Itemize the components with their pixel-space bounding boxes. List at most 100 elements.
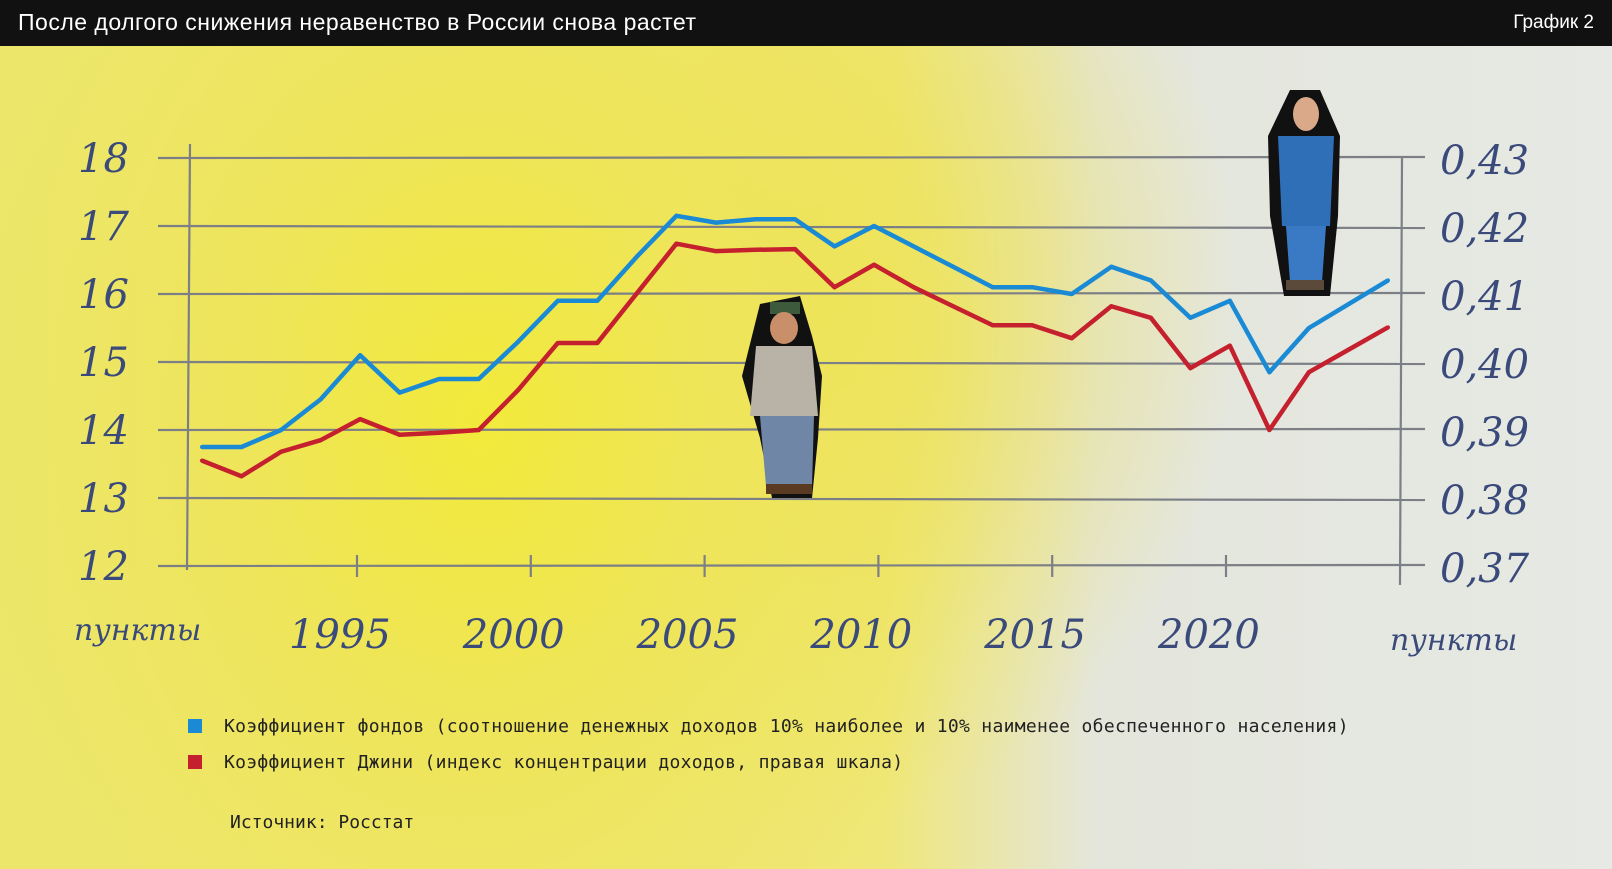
y-left-tick-label: 16 [78, 272, 129, 318]
y-left-tick-label: 18 [78, 136, 129, 182]
data-point [1306, 326, 1311, 330]
data-point [753, 247, 758, 252]
x-tick-label: 2005 [636, 612, 739, 658]
data-point [990, 285, 995, 290]
data-point [872, 262, 877, 267]
y-right-tick-label: 0,43 [1440, 138, 1529, 184]
source-note: Источник: Росстат [230, 812, 415, 833]
y-left-tick-label: 17 [78, 204, 129, 250]
data-point [318, 438, 323, 443]
gridline [157, 563, 1426, 568]
data-point [832, 285, 837, 290]
data-point [674, 213, 679, 218]
data-point [437, 430, 442, 435]
data-point [1306, 370, 1311, 375]
data-point [1030, 285, 1035, 290]
y-right-tick-label: 0,42 [1440, 206, 1529, 252]
legend-label: Коэффициент фондов (соотношение денежных… [224, 716, 1349, 737]
chart-title: После долгого снижения неравенство в Рос… [18, 9, 697, 35]
data-point [555, 340, 560, 345]
data-point [1386, 278, 1390, 283]
data-point [951, 304, 956, 309]
data-point [200, 458, 204, 463]
y-left-tick-label: 12 [78, 544, 129, 590]
y-left-tick-label: 13 [78, 476, 129, 522]
data-point [1227, 343, 1232, 348]
data-point [872, 224, 877, 228]
illustrations [742, 90, 1340, 498]
x-tick-label: 1995 [289, 612, 391, 658]
chart-number: График 2 [1513, 12, 1594, 33]
data-point [1148, 315, 1153, 320]
gridline [157, 155, 1426, 160]
businessman-illustration [1268, 90, 1340, 296]
x-tick-label: 2000 [462, 612, 565, 658]
gridline [157, 224, 1426, 230]
data-point [397, 390, 402, 395]
y-right-tick-label: 0,40 [1440, 342, 1529, 388]
data-point [1069, 292, 1074, 296]
data-point [595, 340, 600, 345]
data-point [1227, 298, 1232, 303]
y-right-tick-label: 0,37 [1440, 546, 1530, 592]
y-right-tick-label: 0,38 [1440, 478, 1529, 524]
legend-swatch-blue [188, 719, 202, 733]
data-point [239, 445, 244, 449]
data-point [239, 474, 244, 479]
data-point [1030, 323, 1035, 328]
y-axis-left [185, 143, 192, 571]
data-point [1346, 347, 1351, 352]
axis-labels: 12 13 14 15 16 17 18 0,37 0,38 0,39 0,40 0,41 0,42 0,… [74, 136, 1530, 658]
data-point [832, 244, 837, 249]
data-point [555, 298, 560, 303]
data-point [318, 397, 323, 402]
y-axis-right [1398, 157, 1404, 586]
gridline [157, 291, 1426, 296]
data-point [713, 220, 718, 225]
data-point [279, 428, 284, 432]
y-right-tick-label: 0,41 [1440, 274, 1529, 320]
data-point [713, 249, 718, 254]
data-point [1148, 278, 1153, 283]
boy-illustration [742, 296, 822, 498]
data-point [1109, 264, 1114, 269]
x-tick-label: 2015 [983, 612, 1086, 658]
data-point [753, 217, 758, 222]
data-point [1188, 366, 1193, 371]
legend-item-gini: Коэффициент Джини (индекс концентрации д… [188, 752, 903, 773]
series-lines [200, 213, 1390, 479]
data-point [793, 217, 797, 222]
data-point [990, 323, 995, 328]
data-point [476, 377, 481, 381]
chart-area: 12 13 14 15 16 17 18 0,37 0,38 0,39 0,40 0,41 0,42 0,… [74, 90, 1530, 658]
data-point [674, 241, 679, 246]
data-point [911, 285, 916, 290]
title-bar: После долгого снижения неравенство в Рос… [0, 0, 1612, 46]
x-tick-label: 2020 [1157, 612, 1260, 658]
data-point [397, 432, 402, 437]
data-point [358, 353, 363, 358]
y-left-tick-label: 15 [78, 340, 129, 386]
legend-swatch-red [188, 755, 202, 769]
data-point [911, 244, 916, 249]
data-point [1267, 428, 1272, 432]
data-point [1109, 304, 1114, 309]
data-point [634, 254, 639, 259]
data-point [437, 377, 442, 381]
data-point [1346, 302, 1351, 307]
data-point [1188, 315, 1193, 320]
x-tick-label: 2010 [809, 612, 912, 658]
y-left-tick-label: 14 [78, 408, 129, 454]
data-point [595, 298, 600, 303]
data-point [476, 428, 481, 432]
data-point [516, 339, 521, 344]
data-point [279, 449, 284, 454]
y-right-tick-label: 0,39 [1440, 410, 1529, 456]
data-point [200, 445, 204, 449]
y-right-unit-label: пункты [1390, 623, 1517, 658]
data-point [1386, 325, 1390, 330]
gridline [157, 496, 1426, 502]
data-point [516, 387, 521, 392]
data-point [358, 417, 363, 422]
data-point [634, 291, 639, 296]
